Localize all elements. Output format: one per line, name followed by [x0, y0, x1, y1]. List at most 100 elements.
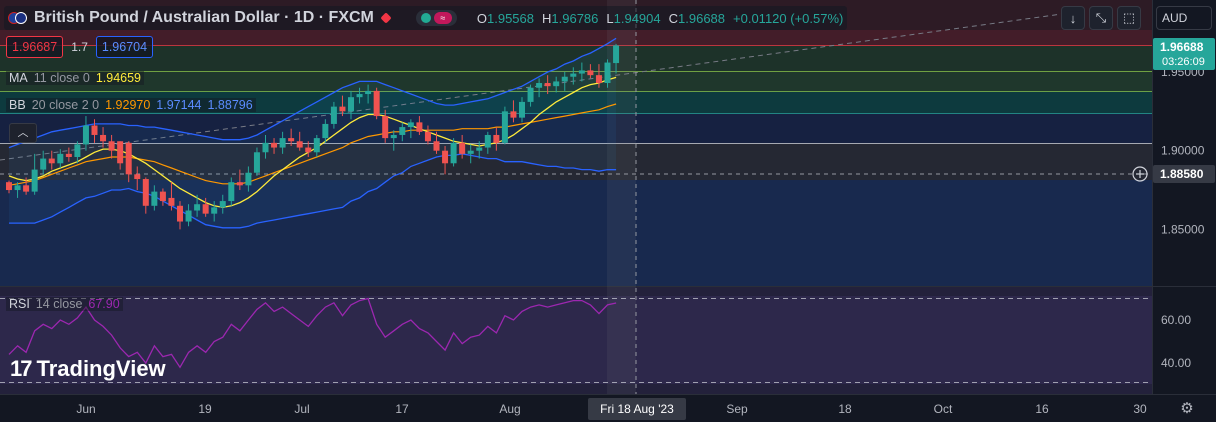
candle-49 [424, 125, 431, 145]
candle-body-66 [570, 73, 577, 77]
candle-body-12 [108, 141, 115, 151]
bb-legend[interactable]: BB 20 close 2 0 1.92970 1.97144 1.88796 [6, 98, 256, 112]
candle-body-71 [613, 45, 620, 64]
rsi-name: RSI [9, 297, 30, 311]
candle-body-57 [493, 134, 500, 143]
candle-45 [390, 130, 397, 151]
price-zone-3 [0, 91, 1152, 113]
candle-36 [313, 134, 320, 157]
currency-selector[interactable]: AUD [1156, 6, 1212, 30]
chart-settings-icon[interactable]: ⚙ [1180, 400, 1194, 417]
buy-button[interactable]: 1.96704 [95, 36, 154, 58]
candle-body-43 [373, 90, 380, 117]
candle-28 [245, 166, 252, 192]
rsi-value: 67.90 [88, 297, 120, 311]
candle-body-69 [595, 75, 602, 84]
candle-44 [382, 109, 389, 143]
ma-legend[interactable]: MA 11 close 0 1.94659 [6, 71, 144, 85]
candle-body-59 [510, 111, 517, 118]
candle-body-25 [219, 201, 226, 208]
candle-21 [185, 204, 192, 227]
candle-34 [296, 131, 303, 151]
candle-body-32 [279, 138, 286, 148]
bb-fill [9, 38, 617, 228]
candle-47 [407, 119, 414, 139]
candle-body-47 [407, 122, 414, 128]
data-status-pill[interactable]: ≈ [415, 10, 457, 26]
candle-body-56 [484, 134, 491, 148]
gbp-aud-flag-icon [8, 10, 28, 26]
candle-5 [48, 150, 55, 170]
candle-body-37 [322, 123, 329, 139]
candle-46 [399, 122, 406, 142]
candle-20 [177, 201, 183, 230]
rsi-legend[interactable]: RSI 14 close 67.90 [6, 297, 123, 311]
candle-30 [262, 134, 269, 159]
fullscreen-icon[interactable]: ⤡ [1089, 6, 1113, 30]
candle-body-62 [536, 83, 543, 88]
candle-body-21 [185, 210, 192, 222]
candle-26 [228, 177, 235, 206]
rsi-background [0, 287, 1152, 394]
candle-16 [142, 177, 149, 214]
bb-params: 20 close 2 0 [31, 98, 100, 112]
candle-66 [570, 67, 577, 85]
candle-body-63 [544, 83, 551, 87]
bb-upper-value: 1.97144 [156, 98, 202, 112]
candle-body-42 [365, 90, 372, 95]
scroll-down-icon[interactable]: ↓ [1061, 6, 1085, 30]
candle-body-1 [14, 185, 21, 191]
price-tick-2: 1.85000 [1161, 222, 1205, 236]
candle-33 [288, 128, 295, 146]
candle-27 [236, 169, 243, 191]
price-zone-0 [0, 30, 1152, 45]
ohlc-close-key: C [668, 10, 679, 26]
candle-38 [330, 101, 337, 129]
last-price-box [1153, 38, 1215, 70]
candle-58 [501, 106, 508, 145]
candle-body-11 [100, 134, 107, 142]
collapse-legend-icon[interactable]: ︿ [9, 123, 37, 143]
candle-body-67 [578, 70, 585, 74]
candle-body-40 [348, 97, 354, 112]
crosshair-price-label: 1.88580 [1160, 167, 1204, 181]
candle-68 [587, 64, 594, 79]
candle-55 [476, 141, 483, 159]
candle-18 [159, 188, 166, 206]
candle-body-19 [168, 197, 175, 206]
candle-body-70 [604, 62, 611, 84]
candle-body-41 [356, 94, 363, 98]
candle-56 [484, 131, 491, 154]
candle-body-60 [519, 101, 525, 118]
candle-body-34 [296, 141, 303, 148]
tradingview-logo-text: TradingView [36, 356, 166, 381]
candle-body-48 [416, 122, 423, 132]
symbol-title[interactable]: British Pound / Australian Dollar · 1D ·… [34, 9, 374, 26]
last-price-label: 1.96688 [1160, 40, 1204, 54]
market-status-icon[interactable] [380, 12, 392, 24]
bb-lower-value: 1.88796 [207, 98, 253, 112]
candle-17 [151, 185, 158, 211]
candle-52 [450, 138, 457, 167]
sell-button[interactable]: 1.96687 [6, 36, 64, 58]
candle-body-15 [134, 174, 141, 180]
rsi-line [8, 297, 617, 369]
candle-31 [271, 138, 278, 154]
snapshot-icon[interactable]: ⬚ [1117, 6, 1141, 30]
candle-body-30 [262, 142, 269, 153]
candle-71 [613, 43, 620, 74]
candle-body-6 [57, 153, 64, 164]
tradingview-logo[interactable]: 17 TradingView [10, 356, 166, 382]
candle-59 [510, 100, 517, 123]
symbol-legend[interactable]: British Pound / Australian Dollar · 1D ·… [4, 6, 848, 30]
candle-body-10 [91, 125, 98, 135]
candle-body-29 [253, 152, 260, 173]
highlight-bar [607, 0, 636, 394]
time-tick-5: Sep [726, 402, 748, 416]
candle-body-31 [271, 142, 278, 148]
add-alert-icon[interactable] [1132, 166, 1148, 182]
time-tick-4: Aug [499, 402, 520, 416]
candle-body-49 [424, 131, 431, 142]
candle-body-8 [74, 144, 81, 157]
